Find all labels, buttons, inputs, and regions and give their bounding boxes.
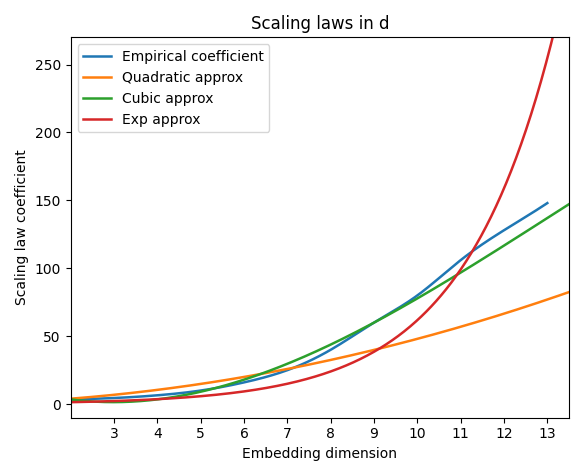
- Exp approx: [304, 376, 311, 382]
- Empirical coefficient: [359, 327, 366, 333]
- Y-axis label: Scaling law coefficient: Scaling law coefficient: [15, 149, 29, 306]
- Cubic approx: [565, 201, 572, 207]
- Exp approx: [554, 17, 561, 22]
- Quadratic approx: [364, 349, 371, 355]
- Exp approx: [475, 237, 482, 242]
- Empirical coefficient: [69, 397, 76, 402]
- Quadratic approx: [475, 318, 482, 324]
- Cubic approx: [110, 399, 117, 405]
- Cubic approx: [555, 208, 562, 214]
- Quadratic approx: [565, 289, 572, 295]
- Line: Exp approx: Exp approx: [71, 0, 569, 402]
- Quadratic approx: [67, 396, 74, 402]
- Line: Cubic approx: Cubic approx: [71, 204, 569, 402]
- Empirical coefficient: [349, 333, 356, 339]
- Quadratic approx: [337, 355, 344, 361]
- X-axis label: Embedding dimension: Embedding dimension: [242, 447, 397, 461]
- Title: Scaling laws in d: Scaling laws in d: [251, 15, 389, 33]
- Exp approx: [337, 365, 344, 371]
- Quadratic approx: [304, 362, 311, 368]
- Cubic approx: [67, 397, 74, 402]
- Empirical coefficient: [544, 200, 551, 206]
- Empirical coefficient: [67, 397, 74, 402]
- Line: Empirical coefficient: Empirical coefficient: [71, 203, 547, 399]
- Cubic approx: [305, 352, 312, 357]
- Empirical coefficient: [499, 228, 506, 234]
- Cubic approx: [308, 351, 315, 357]
- Empirical coefficient: [351, 332, 358, 338]
- Cubic approx: [338, 337, 345, 342]
- Quadratic approx: [554, 293, 561, 299]
- Legend: Empirical coefficient, Quadratic approx, Cubic approx, Exp approx: Empirical coefficient, Quadratic approx,…: [78, 44, 269, 132]
- Line: Quadratic approx: Quadratic approx: [71, 292, 569, 399]
- Exp approx: [67, 399, 74, 405]
- Quadratic approx: [307, 361, 314, 367]
- Empirical coefficient: [469, 248, 476, 254]
- Cubic approx: [477, 258, 484, 263]
- Exp approx: [307, 375, 314, 381]
- Cubic approx: [365, 323, 372, 328]
- Exp approx: [364, 353, 371, 358]
